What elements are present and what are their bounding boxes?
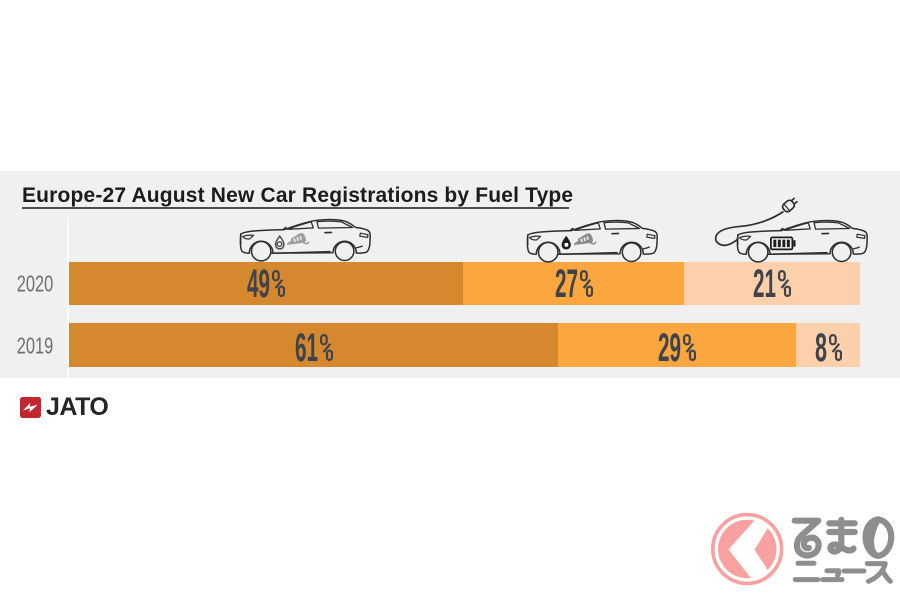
svg-text:8: 8 — [815, 333, 827, 362]
svg-text:49: 49 — [247, 269, 270, 298]
svg-text:29: 29 — [658, 333, 681, 362]
svg-text:21: 21 — [753, 269, 776, 298]
svg-text:2019: 2019 — [17, 337, 54, 354]
svg-text:61: 61 — [295, 333, 318, 362]
svg-text:27: 27 — [555, 269, 578, 298]
svg-text:2020: 2020 — [17, 275, 54, 292]
